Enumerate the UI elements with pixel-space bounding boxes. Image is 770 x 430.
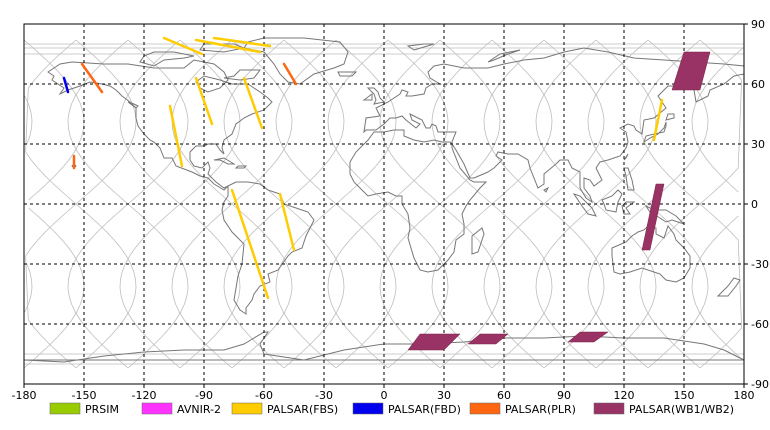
fbs-strip [242,76,264,130]
x-tick-label: -180 [12,389,37,402]
fbs-strip [230,188,270,300]
legend-label: PRSIM [85,403,119,416]
coastline [199,43,246,53]
coastline [572,193,597,217]
legend-swatch [49,402,81,415]
orbit-track [24,95,33,145]
fbs-strip [168,104,184,168]
x-tick-label: -120 [132,389,157,402]
coastline [127,101,139,109]
legend-item: PALSAR(FBS) [231,402,338,416]
coastline [139,51,195,67]
legend-label: PALSAR(WB1/WB2) [629,403,734,416]
orbit-track [327,39,449,369]
wb-swath [671,51,711,91]
coastline [23,331,745,363]
orbit-track [25,39,137,369]
longitude-tick-labels: -180 -150 -120 -90 -60 -30 0 30 60 90 120 150 180 [12,384,755,402]
orbit-track [639,39,743,369]
x-tick-label: 180 [734,389,755,402]
y-tick-label: -60 [751,318,769,331]
fbs-strip [162,36,204,56]
legend-item: AVNIR-2 [141,402,221,416]
orbit-track [691,47,744,193]
legend-swatch [593,402,625,415]
legend-swatch [352,402,384,415]
x-tick-label: 30 [437,389,451,402]
coastline [665,113,675,121]
coastline [543,186,550,193]
wb-swath [407,333,461,351]
coastline [366,87,386,105]
x-tick-label: -30 [315,389,333,402]
legend-item: PRSIM [49,402,119,416]
coastline [47,59,273,191]
x-tick-label: -150 [72,389,97,402]
legend-swatch [231,402,263,415]
coastline [337,71,358,77]
plr-strip [282,62,298,86]
legend: PRSIM AVNIR-2 PALSAR(FBS) PALSAR(FBD) PALSAR… [49,402,734,416]
observation-footprints [62,36,711,351]
x-tick-label: 0 [381,389,388,402]
y-tick-label: 90 [751,18,765,31]
y-tick-label: -30 [751,258,769,271]
x-tick-label: 90 [557,389,571,402]
orbit-track [24,263,33,313]
fbs-strip [278,192,296,252]
coastline [621,201,636,215]
coastline [349,47,745,273]
coastline [623,153,629,161]
plr-strip [80,62,104,94]
graticule-grid [24,24,744,384]
y-tick-label: 30 [751,138,765,151]
coastline [487,49,521,63]
coastline [601,189,623,213]
y-tick-label: -90 [751,378,769,391]
legend-label: PALSAR(FBS) [267,403,338,416]
y-tick-label: 60 [751,78,765,91]
wb-swath [567,331,609,343]
orbit-track [23,39,85,201]
coastline [716,277,741,297]
legend-swatch [469,402,501,415]
fbs-strip [652,98,664,142]
x-tick-label: -60 [255,389,273,402]
coastline [623,167,635,191]
orbit-track [483,39,605,369]
wb-swath [641,183,665,251]
latitude-tick-labels: 90 60 30 0 -30 -60 -90 [744,18,769,391]
coastline [406,43,435,51]
x-tick-label: 120 [614,389,635,402]
orbit-track [171,39,293,369]
coastline [223,69,261,81]
orbit-track [639,39,743,369]
fbs-strip [212,36,272,48]
legend-item: PALSAR(PLR) [469,402,576,416]
legend-label: PALSAR(PLR) [505,403,576,416]
fbs-strip [194,38,262,54]
legend-item: PALSAR(WB1/WB2) [593,402,734,416]
legend-swatch [141,402,173,415]
legend-label: AVNIR-2 [177,403,221,416]
wb-swath [467,333,509,345]
fbs-strip [194,76,214,126]
coastline [362,93,373,101]
x-tick-label: 60 [497,389,511,402]
orbit-track [25,39,137,369]
coastline [213,157,236,165]
fbd-strip [62,76,70,94]
y-tick-label: 0 [751,198,758,211]
legend-item: PALSAR(FBD) [352,402,461,416]
x-tick-label: 150 [674,389,695,402]
x-tick-label: -90 [195,389,213,402]
coastline [234,165,248,169]
orbit-track [23,207,85,369]
orbit-track [691,215,744,361]
legend-label: PALSAR(FBD) [388,403,461,416]
coastline [471,227,485,255]
